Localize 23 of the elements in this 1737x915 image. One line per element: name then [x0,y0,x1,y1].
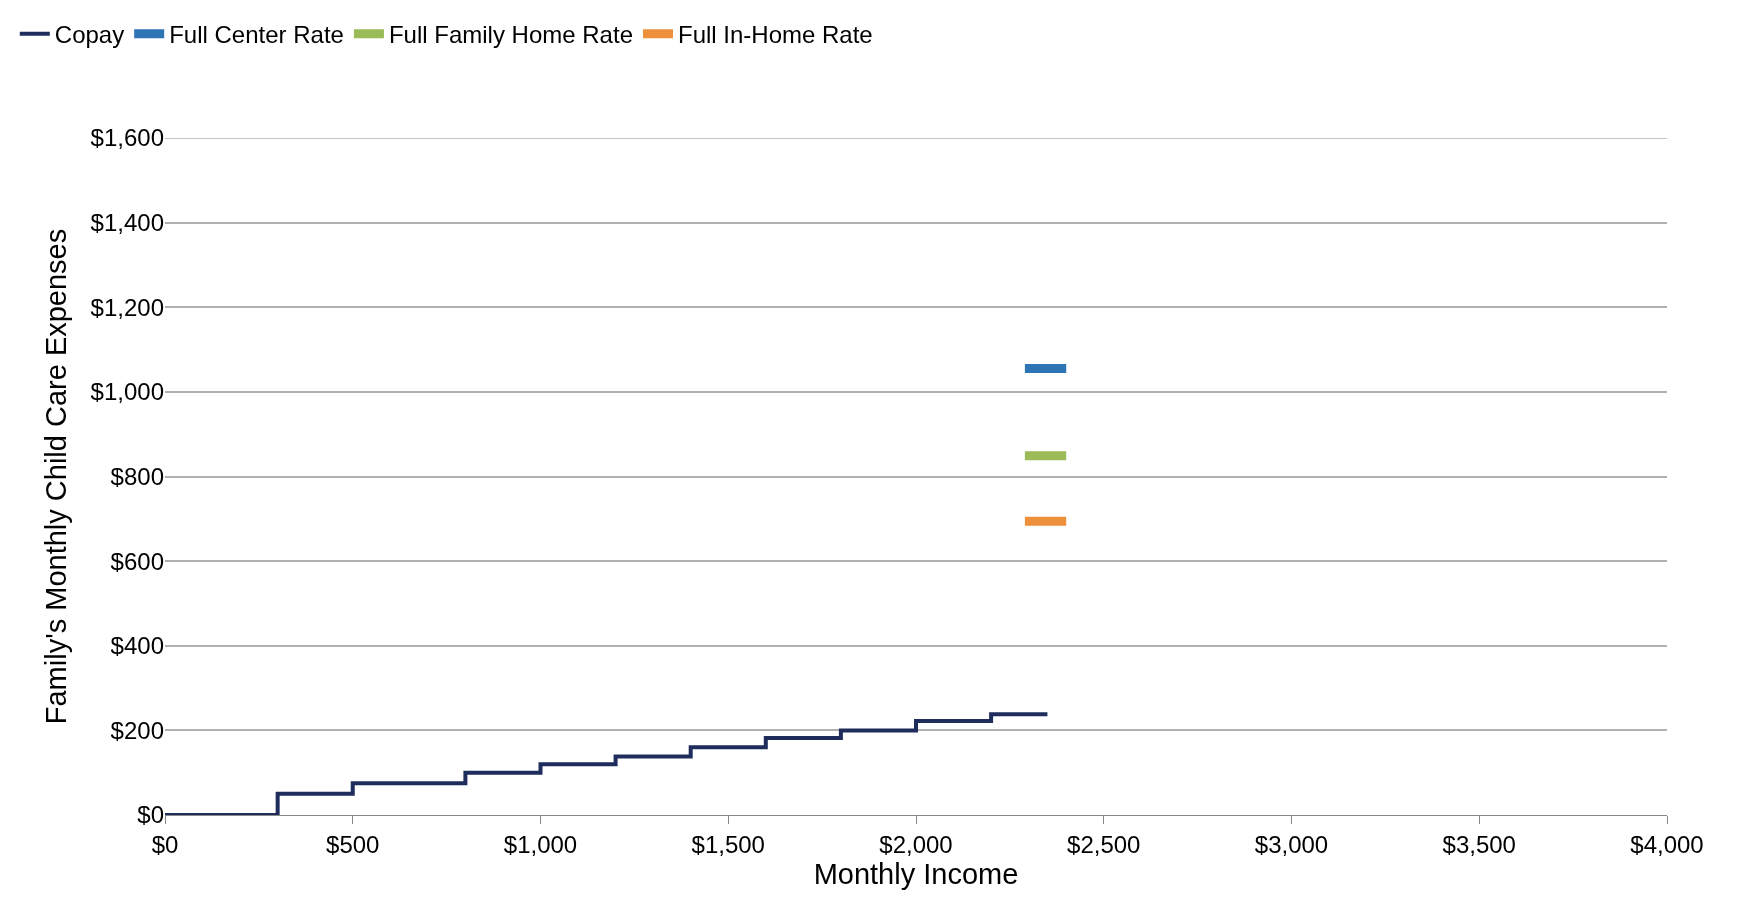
x-tick-label: $3,500 [1442,830,1516,858]
y-tick-label: $0 [137,801,164,829]
x-tick-label: $1,000 [503,830,578,858]
x-tick-label: $2,500 [1067,830,1141,858]
x-axis-title: Monthly Income [813,857,1019,890]
legend-label: Copay [54,21,125,49]
y-tick-label: $600 [110,547,164,575]
y-tick-label: $800 [110,462,164,490]
legend-label: Full Center Rate [169,21,344,49]
x-tick-label: $3,000 [1254,830,1329,858]
legend-label: Full In-Home Rate [677,21,873,49]
x-tick-label: $4,000 [1630,830,1704,858]
x-tick-label: $1,500 [691,830,765,858]
y-tick-label: $1,000 [90,378,164,406]
x-tick-label: $2,000 [879,830,953,858]
x-tick-label: $500 [326,830,380,858]
legend-label: Full Family Home Rate [388,21,633,49]
y-tick-label: $1,600 [90,124,164,152]
y-tick-label: $1,200 [90,293,164,321]
y-axis-title: Family's Monthly Child Care Expenses [39,228,72,725]
y-tick-label: $1,400 [90,209,164,237]
y-tick-label: $200 [110,716,164,744]
y-tick-label: $400 [110,632,164,660]
